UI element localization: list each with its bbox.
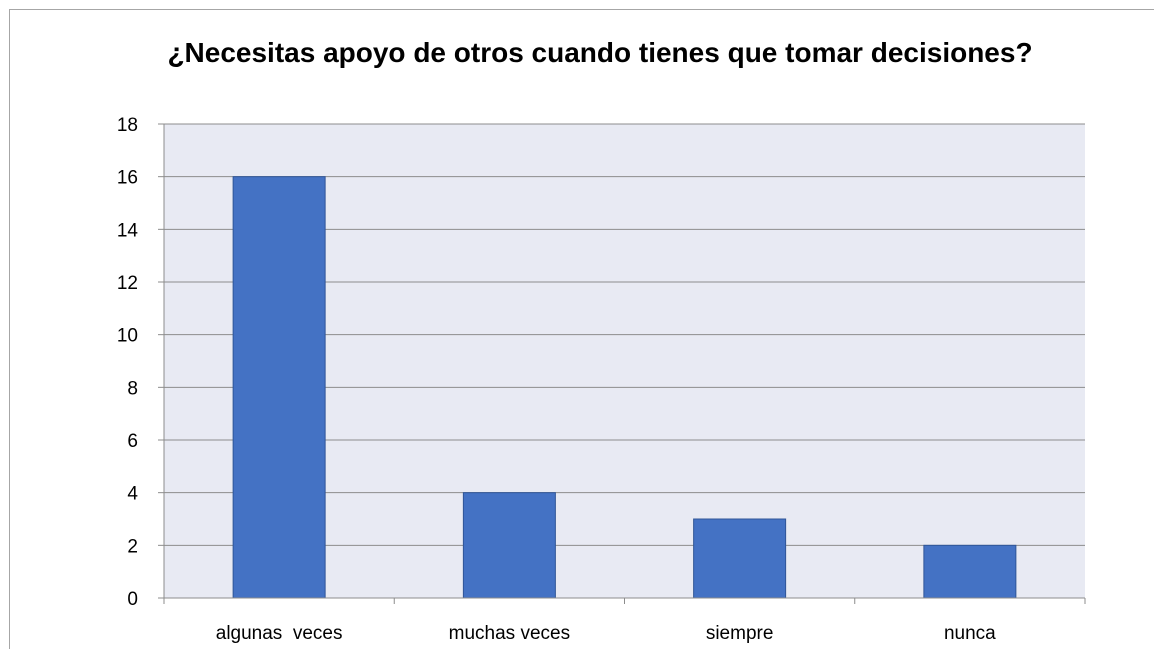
x-category-label: algunas veces — [216, 623, 343, 644]
bar-4 — [923, 544, 1017, 599]
x-category-labels: algunas veces muchas veces siempre nunca — [216, 623, 996, 644]
y-tick-label: 2 — [127, 536, 138, 557]
y-tick-label: 14 — [117, 220, 139, 241]
chart-title: ¿Necesitas apoyo de otros cuando tienes … — [167, 37, 1033, 68]
y-tick-labels: 0 2 4 6 8 10 12 14 16 18 — [117, 115, 139, 610]
y-tick-label: 0 — [127, 589, 138, 610]
y-tick-label: 8 — [127, 378, 138, 399]
bar-2 — [462, 492, 556, 599]
axes — [163, 124, 1086, 604]
y-tick-label: 10 — [117, 326, 138, 347]
y-tick-label: 12 — [117, 273, 138, 294]
y-tick-label: 4 — [127, 484, 138, 505]
x-category-label: nunca — [944, 623, 996, 644]
bar-3 — [693, 518, 787, 599]
y-tick-label: 16 — [117, 168, 138, 189]
y-tick-label: 18 — [117, 115, 138, 136]
y-tick-label: 6 — [127, 431, 138, 452]
bar-1 — [232, 176, 326, 599]
x-category-label: siempre — [706, 623, 774, 644]
x-category-label: muchas veces — [449, 623, 570, 644]
bars — [232, 176, 1017, 599]
